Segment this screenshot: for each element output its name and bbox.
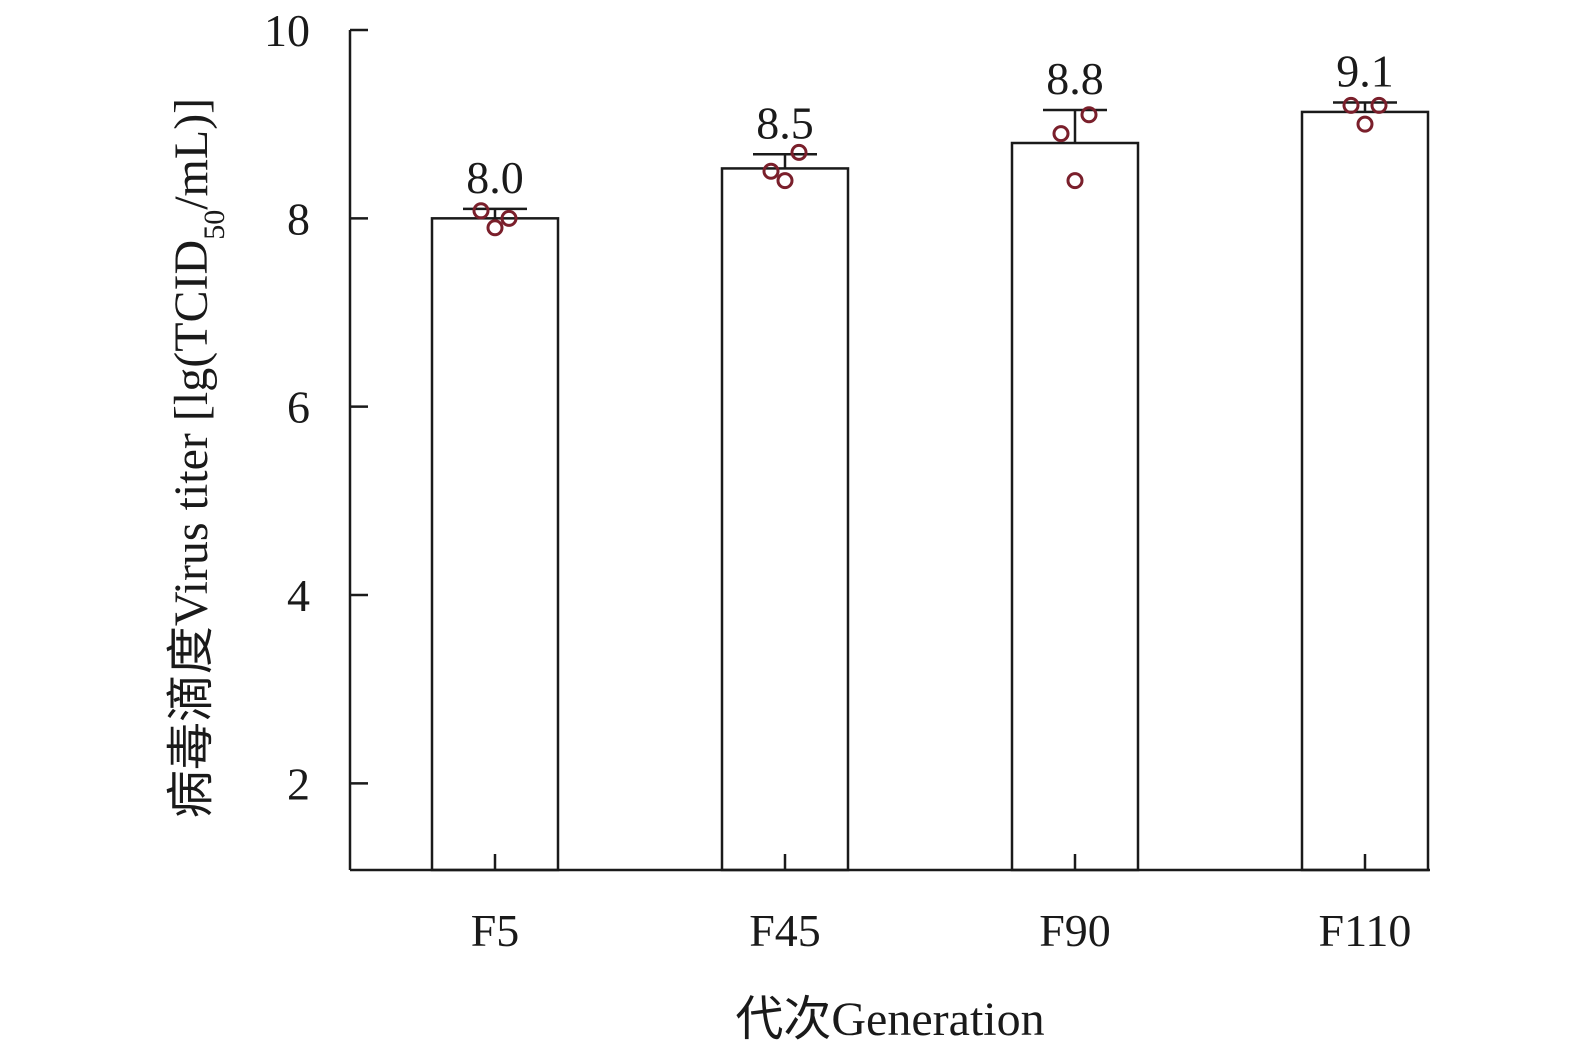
y-axis-ticks: 2 4 6 8 10 — [264, 5, 368, 809]
y-tick-label: 2 — [287, 758, 310, 809]
value-label-F45: 8.5 — [756, 97, 814, 148]
data-point-F5 — [500, 209, 518, 227]
data-point-F90 — [1066, 172, 1084, 190]
x-tick-label-F90: F90 — [1039, 905, 1111, 956]
data-point-F45 — [790, 143, 808, 161]
data-point-F5 — [486, 219, 504, 237]
y-tick-label: 10 — [264, 5, 310, 56]
y-axis-title-subscript: 50 — [198, 210, 231, 240]
data-point-F45 — [762, 162, 780, 180]
x-tick-label-F45: F45 — [749, 905, 821, 956]
bar-F45 — [720, 167, 850, 872]
value-label-F90: 8.8 — [1046, 53, 1104, 104]
chart-marks: 8.0 8.5 8.8 9.1 — [430, 46, 1430, 872]
x-axis-ticks: F5 F45 F90 F110 — [471, 854, 1412, 956]
bar-F110 — [1300, 110, 1430, 872]
bar-F90 — [1010, 141, 1140, 872]
bar-F5 — [430, 217, 560, 872]
data-point-F45 — [776, 172, 794, 190]
data-point-F110 — [1370, 96, 1388, 114]
data-point-F90 — [1052, 125, 1070, 143]
y-axis-title-main: 病毒滴度Virus titer [lg(TCID — [165, 240, 218, 818]
data-point-F110 — [1342, 96, 1360, 114]
x-tick-label-F5: F5 — [471, 905, 520, 956]
y-axis-title: 病毒滴度Virus titer [lg(TCID50/mL)] — [165, 98, 231, 818]
value-label-F110: 9.1 — [1336, 46, 1394, 97]
y-tick-label: 8 — [287, 193, 310, 244]
data-point-F5 — [472, 202, 490, 220]
value-label-F5: 8.0 — [466, 152, 524, 203]
x-tick-label-F110: F110 — [1319, 905, 1412, 956]
x-axis-title: 代次Generation — [735, 993, 1044, 1046]
data-point-F110 — [1356, 115, 1374, 133]
data-point-F90 — [1080, 106, 1098, 124]
y-axis-title-unit: /mL)] — [165, 98, 218, 210]
y-tick-label: 4 — [287, 570, 310, 621]
y-tick-label: 6 — [287, 382, 310, 433]
